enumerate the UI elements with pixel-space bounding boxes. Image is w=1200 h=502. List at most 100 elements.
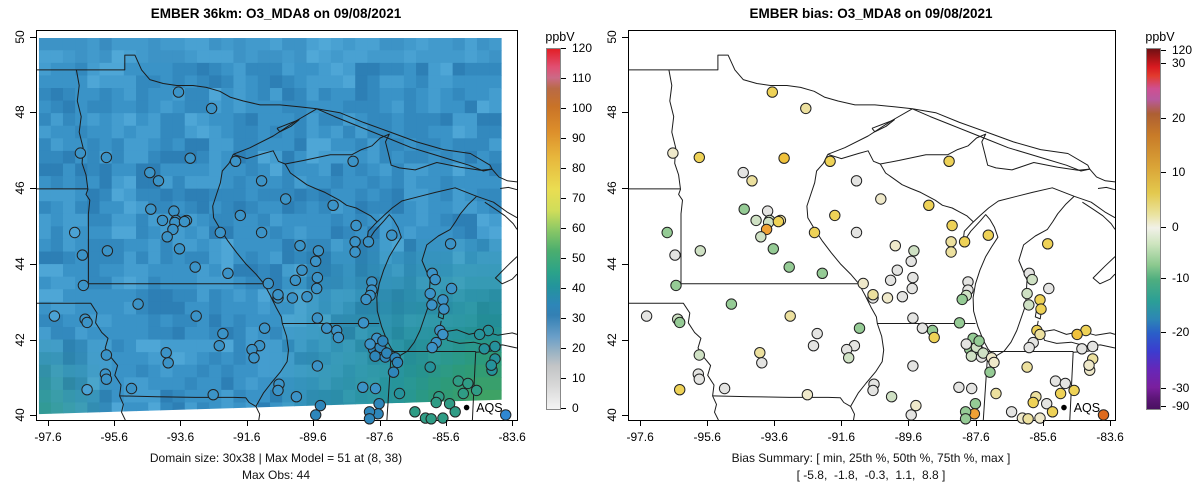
station-dot [908,245,920,257]
y-axis-tick-label: 44 [605,257,619,271]
lake-huron-outline [1074,195,1116,219]
aqs-legend-label: AQS [1074,401,1100,415]
station-dot [172,86,185,98]
station-dot [1071,328,1083,341]
station-dot [301,291,313,303]
station-dot [347,155,359,168]
station-dot [425,413,437,425]
model-colorbar-gradient [546,48,561,410]
il-in-border-outline [982,353,989,421]
y-axis-tick [30,188,36,190]
y-axis-tick [622,37,628,38]
x-axis-tick [445,420,447,426]
station-dot [694,245,707,257]
station-dot [449,406,461,418]
station-dot [881,292,894,304]
station-dot [1034,328,1046,341]
station-dot [1034,294,1046,306]
station-dot [311,360,324,372]
station-dot [311,282,323,295]
station-dot [205,102,218,115]
bias-stations [640,86,1110,425]
station-dot [1046,406,1059,418]
station-dot [750,214,762,227]
station-dot [100,349,113,361]
michigan-east-coast-outline [484,201,518,230]
x-axis-tick-label: -93.6 [166,430,195,444]
x-axis-tick-label: -87.6 [365,430,394,444]
bias-subtitle-summary-values: [ -5.8, -1.8, -0.3, 1.1, 8.8 ] [796,468,946,482]
colorbar-tick-label: 120 [572,41,593,55]
station-dot [162,357,174,369]
colorbar-tick-label: 30 [1172,56,1186,71]
station-dot [101,245,114,257]
y-axis-tick [30,263,36,265]
colorbar-tick [1161,332,1166,334]
x-axis-tick-label: -91.6 [827,430,856,444]
colorbar-tick [1161,50,1166,52]
station-dot [167,223,179,236]
x-axis-tick [841,420,843,426]
station-dot [670,279,682,292]
y-axis-tick [30,339,36,341]
x-axis-tick [640,420,642,426]
station-dot [500,409,512,421]
model-subtitle-domain: Domain size: 30x38 | Max Model = 51 at (… [149,451,403,465]
station-dot [905,409,917,421]
station-dot [426,299,438,311]
colorbar-tick [561,378,566,379]
aqs-legend-label: AQS [476,401,502,415]
station-dot [946,219,958,232]
y-axis-tick [30,37,36,38]
border-through-superior-outline [316,108,493,172]
colorbar-tick-label: 90 [572,131,586,145]
lake-erie-south-outline [444,331,518,349]
model-colorbar: ppbV 120 110 100 90 80 70 60 50 40 30 20 10 0 [545,30,606,430]
station-dot [290,391,303,403]
station-dot [945,246,957,258]
station-dot [916,322,929,334]
station-dot [761,205,774,217]
station-dot [294,240,306,252]
colorbar-tick [561,318,566,319]
x-axis-tick [312,420,314,426]
x-axis-tick [180,420,182,426]
bias-map-plot: AQS [628,30,1116,425]
y-axis-tick-label: 40 [13,408,27,422]
station-dot [889,240,901,252]
station-dot [953,381,965,393]
border-through-superior-outline [912,108,1090,172]
mississippi-river-outline [850,283,885,421]
ia-mo-border-outline [712,395,851,407]
station-dot [369,382,382,395]
x-axis-tick-label: -83.6 [1096,430,1124,444]
y-axis-tick-label: 42 [605,332,619,347]
aqs-legend-dot [463,404,470,411]
x-axis-tick-label: -87.6 [962,430,990,444]
station-dot [772,215,785,228]
station-dot [1034,412,1046,424]
bias-map-svg: AQS [629,54,1116,425]
station-dot [1023,341,1035,354]
station-dot [386,229,398,241]
y-axis-tick [30,112,36,114]
station-dot [457,387,469,400]
wi-mi-up-border-outline [879,163,974,222]
colorbar-tick [1161,226,1166,228]
x-axis-tick [774,420,776,426]
model-colorbar-units: ppbV [545,30,575,44]
station-dot [363,413,376,425]
station-dot [362,236,375,248]
station-dot [311,312,324,324]
colorbar-tick [1161,63,1166,65]
station-dot [373,398,385,410]
colorbar-tick [1161,278,1166,280]
station-dot [875,193,887,205]
station-dot [907,271,919,284]
station-dot [778,152,790,164]
colorbar-tick-label: 0 [1172,219,1179,234]
station-dot [850,175,863,187]
station-dot [674,384,686,396]
station-dot [669,249,681,261]
michigan-east-coast-outline [1082,201,1116,230]
